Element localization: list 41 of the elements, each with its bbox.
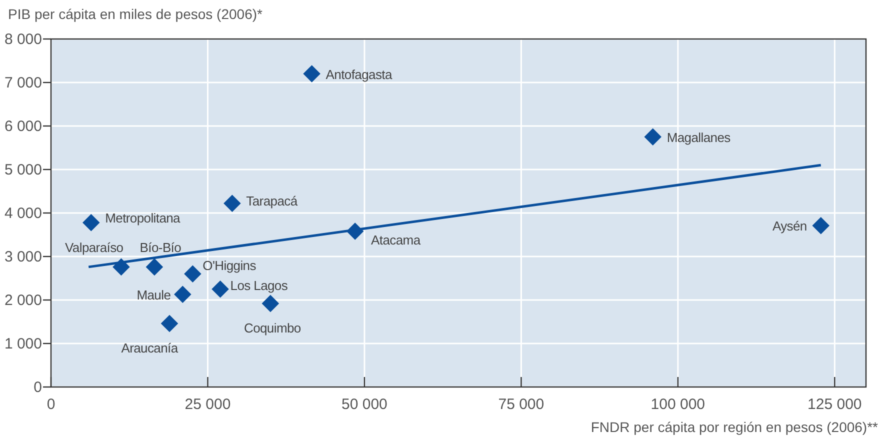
point [174, 286, 192, 303]
point [224, 194, 241, 212]
x-axis-title: FNDR per cápita por región en pesos (2006)** [590, 419, 879, 435]
x-tick-label: 75 000 [498, 396, 544, 413]
y-tick-label: 3 000 [4, 248, 42, 266]
annotation: Antofagasta [326, 66, 393, 82]
annotation: Magallanes [666, 130, 732, 145]
point [184, 265, 202, 283]
annotation: Tarapacá [246, 193, 298, 208]
x-tick-label: 0 [46, 396, 56, 413]
y-tick-label: 4 000 [4, 205, 42, 222]
annotation: Maule [136, 287, 171, 302]
point [644, 128, 662, 146]
point [812, 216, 830, 234]
annotation: Metropolitana [105, 210, 182, 226]
point [262, 294, 280, 312]
annotation: Coquimbo [244, 320, 301, 336]
annotation: Valparaíso [65, 240, 124, 255]
x-tick-label: 25 000 [184, 396, 231, 413]
annotation: O'Higgins [202, 258, 257, 273]
y-tick-label: 2 000 [4, 292, 42, 309]
annotation: Atacama [371, 232, 422, 248]
y-tick-label: 0 [34, 379, 42, 396]
annotation: Aysén [772, 218, 807, 234]
y-tick-label: 6 000 [4, 118, 42, 135]
annotation: Los Lagos [230, 278, 288, 294]
point [303, 65, 320, 82]
annotation: Araucanía [121, 340, 179, 356]
y-tick-label: 1 000 [4, 336, 42, 352]
point [146, 258, 164, 276]
point [82, 214, 100, 232]
y-tick-label: 5 000 [4, 162, 42, 178]
x-tick-label: 125 000 [808, 396, 862, 413]
x-tick-label: 50 000 [342, 396, 388, 413]
annotation: Bío-Bío [140, 240, 182, 255]
point [212, 280, 229, 298]
y-axis-title: PIB per cápita en miles de pesos (2006)* [8, 6, 264, 22]
point [160, 314, 178, 332]
x-tick-label: 100 000 [650, 396, 706, 413]
y-tick-label: 8 000 [4, 31, 42, 48]
y-tick-label: 7 000 [4, 74, 42, 92]
